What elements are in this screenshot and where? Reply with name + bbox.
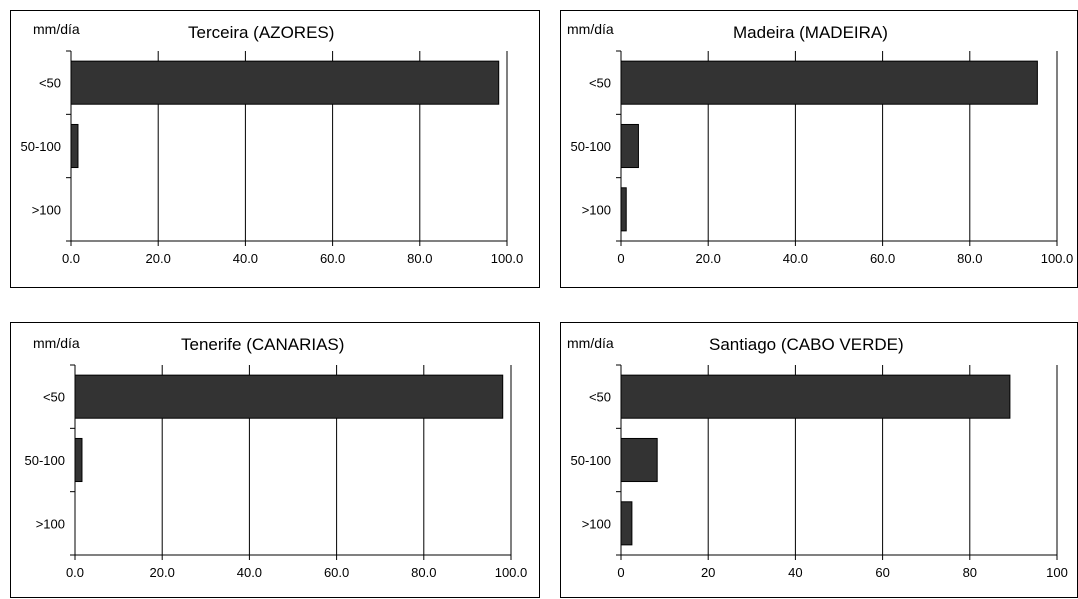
bar (620, 374, 1011, 419)
chart-plot: 0.0 20.0 40.0 60.0 80.0 100.0 <50 50-100 >100 (21, 50, 524, 266)
chart-title: Tenerife (CANARIAS) (181, 335, 345, 354)
x-tick-label: 60.0 (324, 565, 349, 580)
x-tick-label: 100.0 (1041, 251, 1074, 266)
category-label: >100 (32, 202, 61, 217)
bar (620, 187, 627, 232)
y-axis-label: mm/día (33, 335, 80, 351)
x-tick-label: 40.0 (233, 251, 258, 266)
chart-plot: 0 20.0 40.0 60.0 80.0 100.0 <50 50-100 >100 (571, 50, 1074, 266)
x-tick-label: 0.0 (62, 251, 80, 266)
x-tick-label: 0 (617, 251, 624, 266)
x-tick-label: 40.0 (237, 565, 262, 580)
category-label: >100 (582, 516, 611, 531)
x-tick-label: 0.0 (66, 565, 84, 580)
x-tick-label: 80.0 (411, 565, 436, 580)
category-label: <50 (43, 390, 65, 405)
chart-title: Madeira (MADEIRA) (733, 23, 888, 42)
x-tick-label: 20.0 (146, 251, 171, 266)
x-tick-label: 20.0 (150, 565, 175, 580)
bar (620, 501, 633, 546)
category-label: 50-100 (571, 453, 611, 468)
x-tick-label: 80 (963, 565, 977, 580)
bar (70, 60, 500, 105)
y-axis-label: mm/día (33, 21, 80, 37)
chart-title: Terceira (AZORES) (188, 23, 335, 42)
category-label: 50-100 (25, 453, 65, 468)
x-tick-label: 60.0 (870, 251, 895, 266)
x-tick-label: 80.0 (957, 251, 982, 266)
x-tick-label: 100 (1046, 565, 1068, 580)
category-label: >100 (582, 202, 611, 217)
bar (74, 374, 504, 419)
x-tick-label: 0 (617, 565, 624, 580)
x-tick-label: 40 (788, 565, 802, 580)
x-tick-label: 80.0 (407, 251, 432, 266)
bar (70, 123, 79, 169)
x-tick-label: 40.0 (783, 251, 808, 266)
category-label: 50-100 (21, 139, 61, 154)
x-tick-label: 100.0 (495, 565, 528, 580)
chart-panel-madeira: mm/día Madeira (MADEIRA) 0 20.0 40.0 60.0 80… (560, 10, 1078, 288)
x-tick-label: 100.0 (491, 251, 524, 266)
bar (620, 60, 1038, 105)
category-label: >100 (36, 516, 65, 531)
bar (620, 437, 658, 483)
category-label: 50-100 (571, 139, 611, 154)
y-axis-label: mm/día (567, 21, 614, 37)
x-tick-label: 60.0 (320, 251, 345, 266)
chart-plot: 0.0 20.0 40.0 60.0 80.0 100.0 <50 50-100 >100 (25, 364, 528, 580)
category-label: <50 (589, 76, 611, 91)
x-tick-label: 20.0 (696, 251, 721, 266)
bar (74, 437, 83, 483)
bar (620, 123, 639, 169)
chart-panel-tenerife: mm/día Tenerife (CANARIAS) 0.0 20.0 40.0 60… (10, 322, 540, 598)
x-tick-label: 20 (701, 565, 715, 580)
y-axis-label: mm/día (567, 335, 614, 351)
category-label: <50 (39, 76, 61, 91)
x-tick-label: 60 (875, 565, 889, 580)
chart-title: Santiago (CABO VERDE) (709, 335, 904, 354)
chart-panel-santiago: mm/día Santiago (CABO VERDE) 0 20 40 60 80 10… (560, 322, 1078, 598)
chart-panel-terceira: mm/día Terceira (AZORES) 0.0 20.0 40.0 60.0… (10, 10, 540, 288)
chart-plot: 0 20 40 60 80 100 <50 50-100 >100 (571, 364, 1068, 580)
category-label: <50 (589, 390, 611, 405)
